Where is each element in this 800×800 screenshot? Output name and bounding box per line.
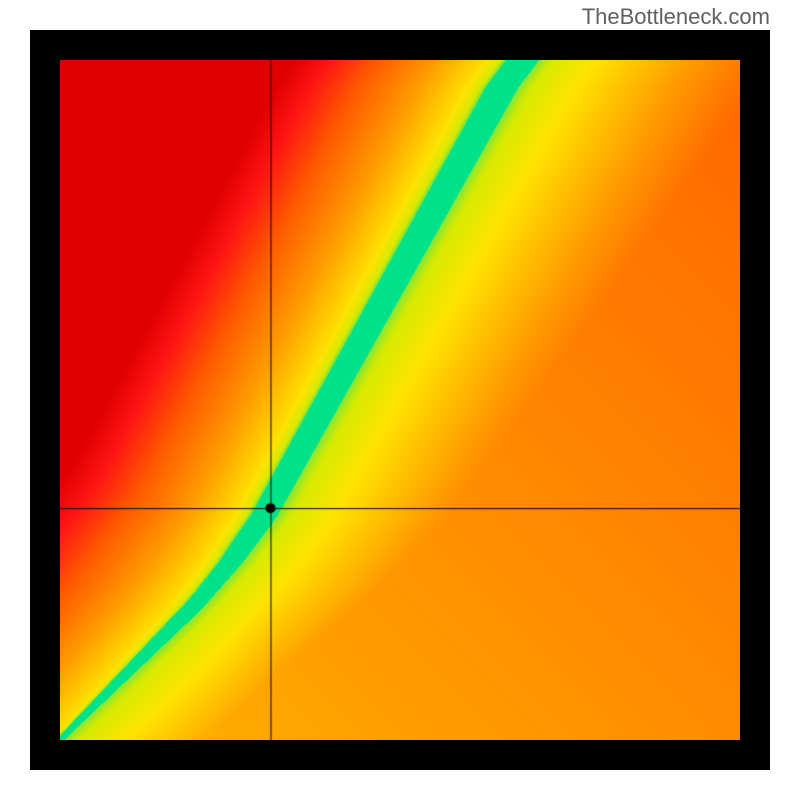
chart-outer-frame <box>30 30 770 770</box>
bottleneck-heatmap <box>60 60 740 740</box>
watermark-text: TheBottleneck.com <box>582 4 770 30</box>
